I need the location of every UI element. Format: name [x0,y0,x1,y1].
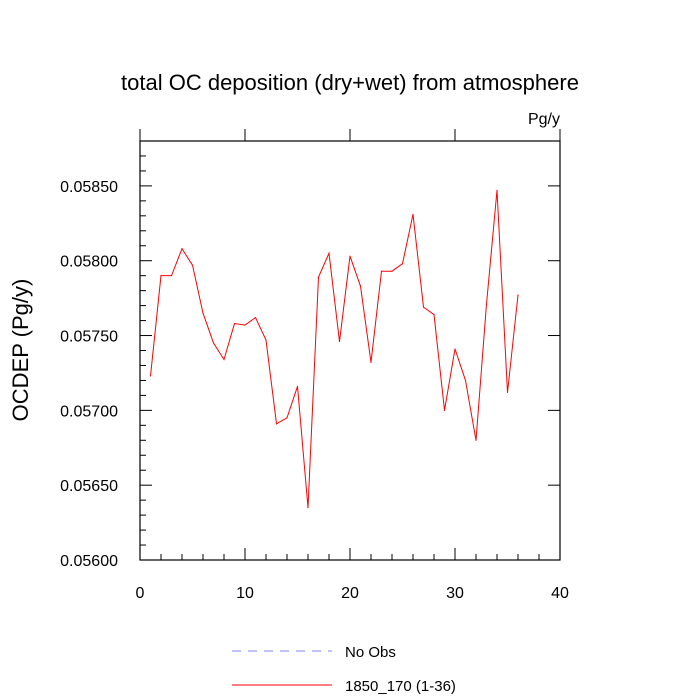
data-point [380,270,383,272]
data-point [160,275,162,277]
data-point [401,263,404,265]
data-point [212,342,215,344]
data-point [233,322,236,325]
data-point [391,270,393,272]
data-point [359,285,362,287]
data-point [433,313,435,316]
data-point [223,358,225,361]
data-point [422,306,425,308]
data-point [286,417,288,419]
y-tick-label: 0.05800 [60,254,118,271]
data-point [338,340,341,343]
x-tick-label: 10 [236,585,254,602]
x-tick-label: 20 [341,585,359,602]
data-point [517,294,519,296]
data-point [475,439,477,441]
data-point [254,316,257,319]
y-tick-label: 0.05700 [60,403,118,420]
legend-label-1850-170: 1850_170 (1-36) [345,678,456,695]
legend-label-no-obs: No Obs [345,644,396,661]
chart-title: total OC deposition (dry+wet) from atmos… [121,70,579,95]
y-axis-label: OCDEP (Pg/y) [8,279,33,422]
data-point [265,339,267,341]
data-point [307,507,309,509]
y-tick-label: 0.05850 [60,179,118,196]
data-point [464,379,467,382]
y-tick-label: 0.05650 [60,478,118,495]
data-point [506,391,509,393]
data-point [170,275,173,277]
data-point [191,264,194,266]
x-tick-label: 40 [551,585,569,602]
plot-frame [139,140,561,561]
y-tick-label: 0.05600 [60,553,118,570]
data-point [317,276,320,278]
x-tick-label: 30 [446,585,464,602]
data-point [454,348,456,350]
data-point [202,312,204,314]
data-point [485,303,488,305]
data-point [275,423,278,425]
data-point [349,255,351,257]
y-tick-label: 0.05750 [60,329,118,346]
data-point [370,361,372,364]
x-tick-label: 0 [136,585,145,602]
data-point [149,375,152,377]
data-point [412,213,414,215]
units-label: Pg/y [528,111,560,128]
data-point [181,248,183,250]
series-line [150,190,519,508]
data-point [443,409,446,411]
legend: No Obs 1850_170 (1-36) [232,644,456,695]
data-point [496,189,498,191]
data-point [296,385,299,388]
axis-tick-labels: 0 10 20 30 40 0.05600 0.05650 0.05700 0.05750 0.0… [60,179,569,602]
data-point [328,252,330,254]
series-lines [149,189,519,509]
data-point [244,324,246,326]
